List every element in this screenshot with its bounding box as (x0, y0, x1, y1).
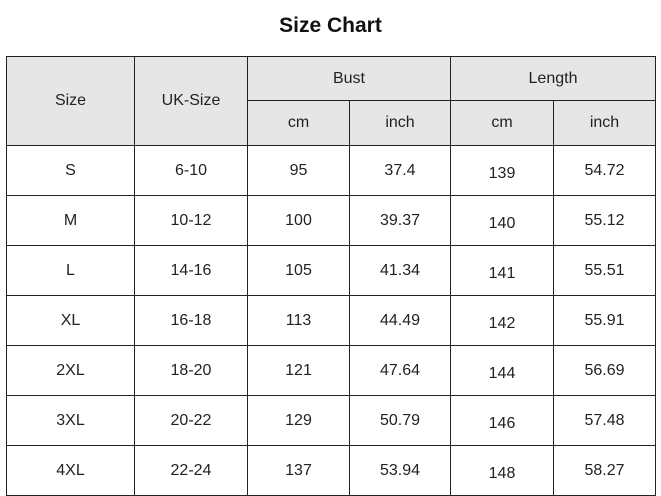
cell-length-cm: 141 (450, 245, 554, 296)
table-row: 4XL 22-24 137 53.94 148 58.27 (6, 445, 656, 496)
cell-length-cm: 139 (450, 145, 554, 196)
cell-bust-inch: 47.64 (349, 345, 451, 396)
cell-uk-size: 18-20 (134, 345, 248, 396)
cell-length-inch: 58.27 (553, 445, 656, 496)
cell-bust-inch: 41.34 (349, 245, 451, 296)
cell-bust-cm: 137 (247, 445, 350, 496)
header-length-cm: cm (450, 100, 554, 146)
cell-bust-inch: 50.79 (349, 395, 451, 446)
cell-length-inch: 55.51 (553, 245, 656, 296)
cell-size: 4XL (6, 445, 135, 496)
cell-bust-inch: 39.37 (349, 195, 451, 246)
cell-length-cm: 148 (450, 445, 554, 496)
header-bust-inch: inch (349, 100, 451, 146)
cell-uk-size: 16-18 (134, 295, 248, 346)
cell-bust-inch: 53.94 (349, 445, 451, 496)
cell-bust-cm: 105 (247, 245, 350, 296)
cell-bust-cm: 129 (247, 395, 350, 446)
cell-bust-cm: 95 (247, 145, 350, 196)
cell-bust-cm: 121 (247, 345, 350, 396)
cell-size: 3XL (6, 395, 135, 446)
cell-bust-inch: 44.49 (349, 295, 451, 346)
size-chart-table: Size UK-Size Bust Length cm inch cm inch… (6, 56, 656, 496)
cell-uk-size: 20-22 (134, 395, 248, 446)
page-title: Size Chart (279, 14, 382, 37)
cell-length-inch: 54.72 (553, 145, 656, 196)
cell-size: M (6, 195, 135, 246)
header-bust-cm: cm (247, 100, 350, 146)
cell-length-inch: 57.48 (553, 395, 656, 446)
cell-size: S (6, 145, 135, 196)
cell-bust-cm: 100 (247, 195, 350, 246)
cell-uk-size: 6-10 (134, 145, 248, 196)
header-size: Size (6, 56, 135, 146)
table-row: M 10-12 100 39.37 140 55.12 (6, 195, 656, 246)
cell-length-cm: 144 (450, 345, 554, 396)
header-uk-size: UK-Size (134, 56, 248, 146)
cell-length-cm: 140 (450, 195, 554, 246)
header-length: Length (450, 56, 656, 101)
table-row: S 6-10 95 37.4 139 54.72 (6, 145, 656, 196)
cell-uk-size: 22-24 (134, 445, 248, 496)
table-row: 3XL 20-22 129 50.79 146 57.48 (6, 395, 656, 446)
table-row: 2XL 18-20 121 47.64 144 56.69 (6, 345, 656, 396)
cell-bust-inch: 37.4 (349, 145, 451, 196)
table-row: XL 16-18 113 44.49 142 55.91 (6, 295, 656, 346)
table-row: L 14-16 105 41.34 141 55.51 (6, 245, 656, 296)
cell-size: L (6, 245, 135, 296)
cell-size: 2XL (6, 345, 135, 396)
cell-uk-size: 10-12 (134, 195, 248, 246)
cell-uk-size: 14-16 (134, 245, 248, 296)
cell-length-inch: 56.69 (553, 345, 656, 396)
header-bust: Bust (247, 56, 451, 101)
cell-size: XL (6, 295, 135, 346)
cell-length-inch: 55.12 (553, 195, 656, 246)
header-length-inch: inch (553, 100, 656, 146)
cell-bust-cm: 113 (247, 295, 350, 346)
cell-length-cm: 142 (450, 295, 554, 346)
cell-length-inch: 55.91 (553, 295, 656, 346)
cell-length-cm: 146 (450, 395, 554, 446)
